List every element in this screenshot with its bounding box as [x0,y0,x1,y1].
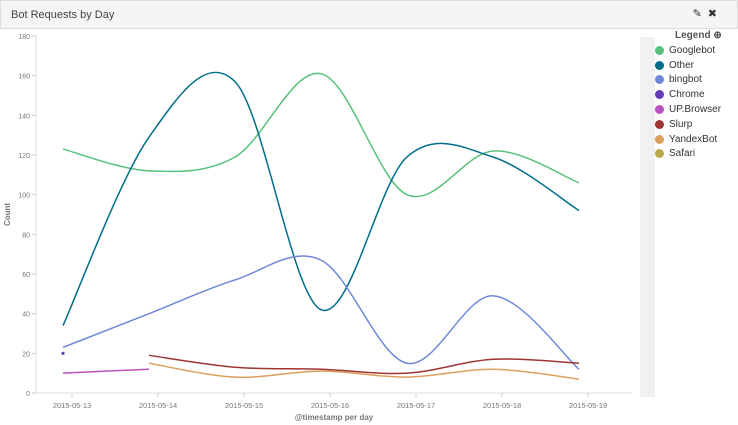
y-tick-label: 0 [26,391,30,398]
x-tick-label: 2015-05-18 [483,401,521,410]
line-chart: 0 20 40 60 80 100 120 140 160 180 2015-05-13 2015-0… [3,34,632,422]
x-axis-label: @timestamp per day [295,413,374,422]
legend-label: YandexBot [669,133,718,145]
x-tick-label: 2015-05-13 [53,401,91,410]
legend-dot-icon [655,75,664,85]
legend-item-safari[interactable]: Safari [655,147,722,162]
legend: Legend ⊕ Googlebot Other bingbot Chrome UP.B… [655,30,722,161]
legend-dot-icon [655,60,664,70]
legend-label: UP.Browser [669,104,722,116]
legend-dot-icon [655,90,664,100]
y-tick-label: 80 [22,232,30,239]
legend-label: Other [669,59,695,71]
x-tick-label: 2015-05-19 [569,401,607,410]
legend-label: Googlebot [669,44,716,56]
legend-scroll-strip [640,37,655,397]
legend-item-yandexbot[interactable]: YandexBot [655,132,722,147]
legend-dot-icon [655,134,664,144]
legend-item-bingbot[interactable]: bingbot [655,73,722,88]
y-axis-label: Count [3,203,12,226]
legend-item-googlebot[interactable]: Googlebot [655,43,722,58]
legend-label: Chrome [669,89,705,101]
x-tick-label: 2015-05-15 [225,401,263,410]
line-other [62,71,580,326]
y-tick-label: 120 [18,153,30,160]
legend-dot-icon [655,119,664,129]
legend-dot-icon [655,149,664,159]
line-yandexbot [148,362,580,380]
legend-title[interactable]: Legend [675,30,711,41]
y-tick-label: 180 [18,34,30,41]
legend-toggle-icon[interactable]: ⊕ [713,30,722,41]
legend-label: Safari [669,148,696,160]
x-tick-label: 2015-05-14 [139,401,177,410]
y-tick-label: 160 [18,74,30,81]
legend-label: bingbot [669,74,702,86]
line-bingbot [62,255,580,370]
x-tick-label: 2015-05-16 [311,401,349,410]
y-tick-label: 60 [22,272,30,279]
legend-label: Slurp [669,118,693,130]
edit-icon[interactable]: ✎ [692,8,702,20]
panel-header: Bot Requests by Day ✎ ✖ [0,0,738,29]
x-tick-label: 2015-05-17 [397,401,435,410]
legend-item-chrome[interactable]: Chrome [655,87,722,102]
y-tick-label: 40 [22,312,30,319]
legend-item-other[interactable]: Other [655,58,722,73]
legend-dot-icon [655,45,664,55]
line-slurp [148,354,580,375]
legend-item-up-browser[interactable]: UP.Browser [655,102,722,117]
y-tick-label: 140 [18,113,30,120]
close-icon[interactable]: ✖ [707,8,717,20]
y-tick-label: 20 [22,351,30,358]
line-up-browser [62,368,150,374]
legend-dot-icon [655,105,664,115]
y-tick-label: 100 [18,193,30,200]
line-googlebot [62,72,580,198]
point-chrome [61,351,65,355]
legend-item-slurp[interactable]: Slurp [655,117,722,132]
panel-title: Bot Requests by Day [11,9,115,21]
